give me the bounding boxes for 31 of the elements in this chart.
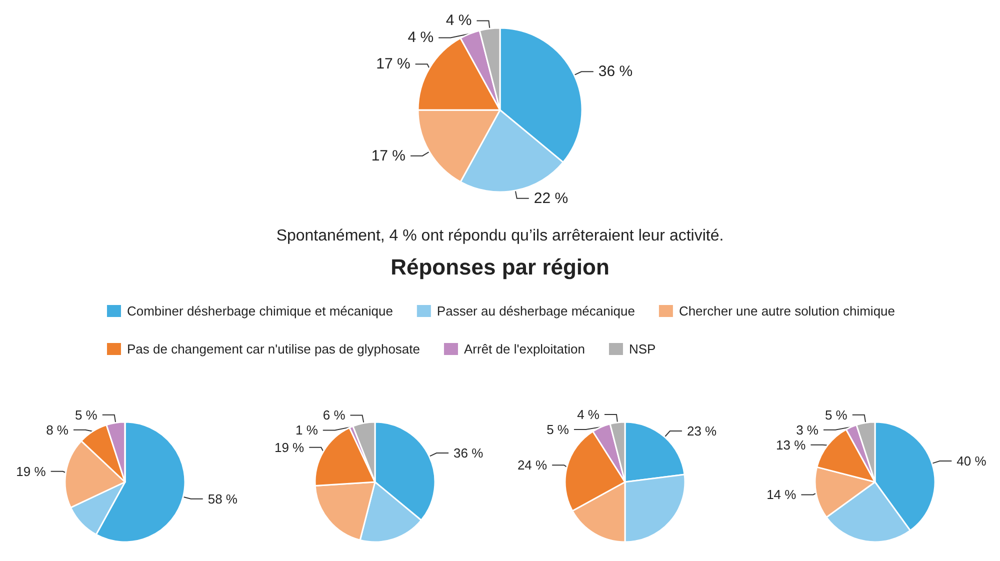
data-label: 36 %: [598, 63, 633, 80]
data-label: 22 %: [534, 190, 568, 207]
data-label: 3 %: [796, 422, 819, 438]
data-label: 4 %: [577, 407, 600, 422]
text: Réponses par région: [390, 254, 610, 280]
data-label: 5 %: [74, 407, 98, 422]
legend-label: Passer au désherbage mécanique: [436, 304, 635, 318]
data-label: 6 %: [322, 408, 346, 423]
data-label: 19 %: [274, 440, 305, 455]
data-label: 8 %: [46, 422, 69, 438]
legend-label: Chercher une autre solution chimique: [678, 304, 896, 318]
data-label: 5 %: [546, 422, 570, 438]
data-label: 58 %: [208, 491, 238, 506]
data-label: 23 %: [686, 423, 718, 438]
legend-label: Pas de changement car n'utilise pas de glyphosate: [126, 342, 420, 356]
data-label: 1 %: [296, 422, 318, 438]
data-label: 24 %: [517, 458, 548, 473]
data-label: 4 %: [446, 12, 472, 30]
text: Spontanément, 4 % ont répondu qu’ils arrêteraient leur activité.: [276, 228, 724, 244]
legend-label: Arrêt de l'exploitation: [464, 342, 585, 356]
data-label: 36 %: [454, 446, 484, 461]
data-label: 40 %: [956, 453, 987, 468]
data-label: 19 %: [16, 464, 46, 479]
data-label: 4 %: [408, 29, 434, 46]
legend-label: Combiner désherbage chimique et mécanique: [126, 304, 393, 318]
data-label: 13 %: [776, 437, 806, 452]
data-label: 17 %: [371, 147, 406, 164]
data-label: 17 %: [376, 56, 410, 73]
data-label: 5 %: [824, 407, 848, 422]
data-label: 14 %: [766, 487, 797, 502]
legend-label: NSP: [628, 342, 656, 356]
